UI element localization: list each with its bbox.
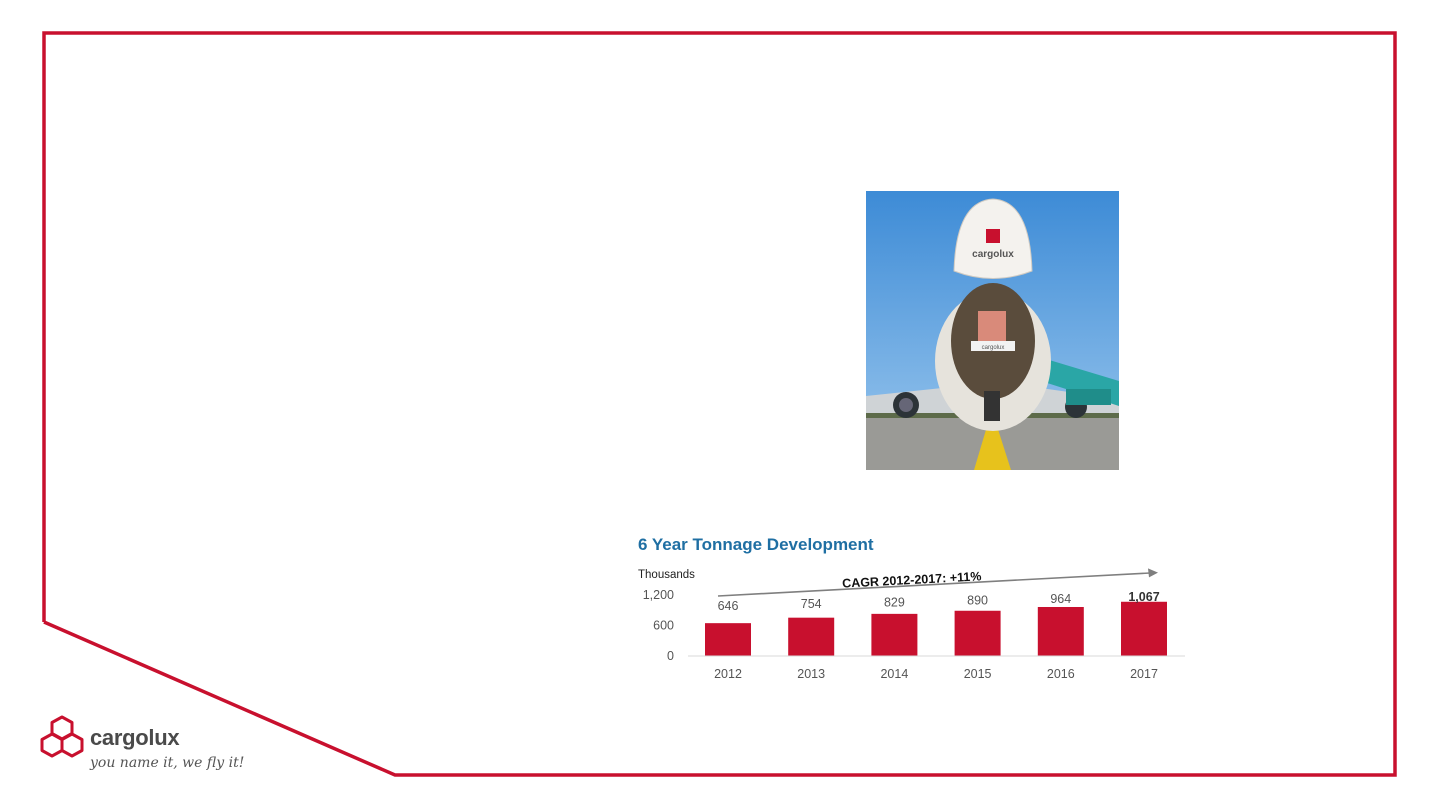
bar-2016 (1037, 606, 1084, 656)
cargolux-logo: cargolux you name it, we fly it! (40, 715, 244, 775)
y-tick-label: 0 (667, 649, 674, 663)
unit-label: Thousands (638, 569, 695, 581)
bar-2013 (788, 617, 835, 656)
x-axis: 2012 2013 2014 2015 2016 2017 (714, 667, 1158, 681)
bar-2017 (1121, 601, 1167, 656)
bar-series (705, 601, 1167, 656)
x-tick-label: 2013 (797, 667, 825, 681)
bar-2012 (705, 623, 751, 656)
y-tick-label: 600 (653, 619, 674, 633)
aircraft-nose-open-icon: cargolux cargolux (866, 191, 1119, 470)
x-tick-label: 2014 (880, 667, 908, 681)
x-tick-label: 2012 (714, 667, 742, 681)
logo-tagline: you name it, we fly it! (90, 755, 245, 771)
cagr-trend-arrow (717, 572, 1151, 597)
chart-title: 6 Year Tonnage Development (638, 535, 874, 554)
bar-2015 (954, 610, 1001, 656)
x-tick-label: 2016 (1047, 667, 1075, 681)
nose-logo-text: cargolux (972, 249, 1014, 260)
fuselage-logo-text: cargolux (982, 345, 1005, 351)
cargolux-cube-logo-icon (40, 715, 84, 758)
value-label: 646 (718, 599, 739, 613)
frame-border (42, 31, 1397, 777)
value-label: 1,067 (1128, 590, 1159, 604)
cagr-annotation: CAGR 2012-2017: +11% (842, 569, 982, 590)
value-label: 964 (1050, 592, 1071, 606)
logo-name: cargolux (90, 725, 180, 750)
x-tick-label: 2017 (1130, 667, 1158, 681)
y-axis: 1,200 600 0 (643, 588, 674, 663)
value-label: 829 (884, 595, 905, 609)
y-tick-label: 1,200 (643, 588, 674, 602)
value-label: 754 (801, 597, 822, 611)
value-labels: 646 754 829 890 964 1,067 (718, 590, 1160, 613)
value-label: 890 (967, 594, 988, 608)
tonnage-bar-chart: Thousands 1,200 600 0 646 754 829 890 964 1,067… (638, 568, 1185, 681)
cagr-arrow-head (1148, 568, 1158, 578)
bar-2014 (871, 613, 918, 656)
x-tick-label: 2015 (964, 667, 992, 681)
